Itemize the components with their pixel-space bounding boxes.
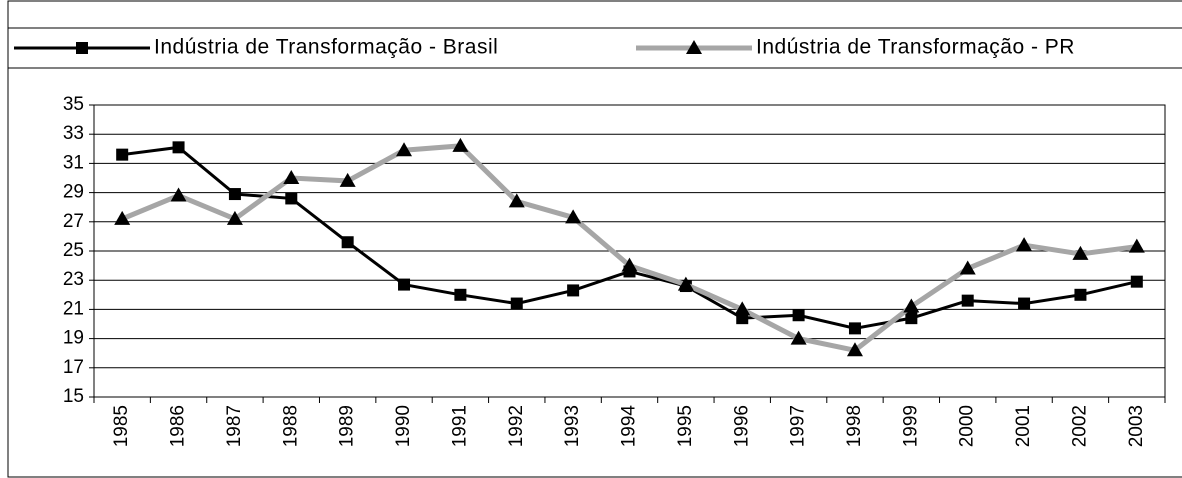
data-point: [846, 342, 863, 357]
data-point: [339, 172, 356, 187]
y-tick-label: 21: [63, 298, 84, 319]
data-point: [1074, 288, 1087, 301]
data-point: [510, 297, 523, 310]
data-point: [567, 284, 580, 297]
x-tick-label: 1994: [619, 405, 640, 448]
data-point: [508, 193, 525, 208]
x-tick-label: 1985: [111, 405, 132, 447]
data-point: [905, 312, 918, 325]
data-point: [621, 257, 638, 272]
y-tick-label: 19: [63, 328, 84, 349]
x-tick-label: 1995: [675, 405, 696, 447]
data-point: [790, 330, 807, 345]
chart-frame: [7, 0, 1182, 478]
x-tick-label: 1988: [280, 405, 301, 447]
data-point: [1016, 237, 1033, 252]
x-tick-label: 2003: [1126, 405, 1147, 447]
data-point: [1130, 275, 1143, 288]
x-tick-label: 2001: [1013, 405, 1034, 447]
legend-label: Indústria de Transformação - PR: [756, 36, 1075, 59]
y-tick-label: 29: [63, 182, 84, 203]
x-tick-label: 1998: [844, 405, 865, 447]
data-point: [1018, 297, 1031, 310]
data-point: [228, 188, 241, 201]
y-tick-label: 25: [63, 240, 84, 261]
x-tick-label: 1993: [562, 405, 583, 447]
legend-marker: [686, 40, 702, 54]
data-point: [1072, 245, 1089, 260]
legend-label: Indústria de Transformação - Brasil: [154, 36, 498, 59]
data-point: [565, 209, 582, 224]
x-tick-label: 1996: [731, 405, 752, 447]
y-tick-label: 35: [63, 94, 84, 115]
series-line: [121, 145, 1138, 330]
x-tick-label: 1990: [393, 405, 414, 447]
data-point: [285, 192, 298, 205]
x-tick-label: 1992: [506, 405, 527, 447]
data-point: [170, 187, 187, 202]
series-line: [121, 143, 1138, 353]
legend-box: [7, 27, 1182, 69]
data-point: [398, 278, 411, 291]
data-point: [226, 210, 243, 225]
x-tick-label: 1989: [337, 405, 358, 447]
data-point: [341, 236, 354, 249]
x-tick-label: 1991: [449, 405, 470, 447]
data-point: [734, 301, 751, 316]
y-tick-label: 15: [63, 386, 84, 407]
data-point: [961, 294, 974, 307]
x-tick-label: 1999: [900, 405, 921, 447]
y-tick-label: 33: [63, 123, 84, 144]
y-tick-label: 27: [63, 211, 84, 232]
x-tick-label: 1987: [224, 405, 245, 447]
data-point: [452, 137, 469, 152]
data-point: [959, 260, 976, 275]
data-point: [172, 141, 185, 154]
y-tick-label: 31: [63, 152, 84, 173]
data-point: [454, 288, 467, 301]
x-tick-label: 1997: [788, 405, 809, 447]
data-point: [114, 210, 131, 225]
data-point: [792, 309, 805, 322]
y-tick-label: 17: [63, 357, 84, 378]
data-point: [903, 298, 920, 313]
data-point: [848, 322, 861, 335]
data-point: [116, 148, 129, 161]
data-point: [677, 276, 694, 291]
data-point: [1128, 238, 1145, 253]
y-tick-label: 23: [63, 269, 84, 290]
x-tick-label: 2002: [1069, 405, 1090, 447]
x-tick-label: 2000: [957, 405, 978, 447]
data-point: [396, 142, 413, 157]
data-point: [283, 170, 300, 184]
x-tick-label: 1986: [168, 405, 189, 447]
legend-marker: [76, 42, 88, 54]
